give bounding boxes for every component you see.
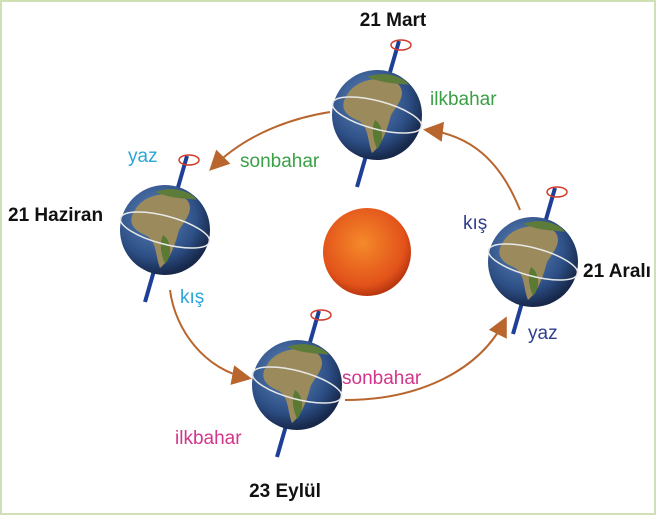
date-label: 21 Haziran [8, 205, 103, 226]
season-label: kış [180, 287, 204, 308]
date-label: 21 Mart [360, 10, 427, 31]
season-label: sonbahar [240, 151, 320, 172]
date-label: 23 Eylül [249, 481, 321, 502]
orbit-arrow [427, 130, 520, 210]
earth [117, 155, 213, 302]
season-label: yaz [528, 323, 558, 344]
earth [249, 310, 345, 457]
season-label: ilkbahar [175, 428, 242, 449]
date-label: 21 Aralı [583, 261, 651, 282]
season-label: kış [463, 213, 487, 234]
season-label: ilkbahar [430, 89, 497, 110]
sun [323, 208, 411, 296]
earth [329, 40, 425, 187]
season-label: sonbahar [342, 368, 422, 389]
season-label: yaz [128, 146, 158, 167]
diagram: 21 Mart ilkbahar sonbahar 21 Haziran yaz… [0, 0, 656, 515]
earth [485, 187, 581, 334]
